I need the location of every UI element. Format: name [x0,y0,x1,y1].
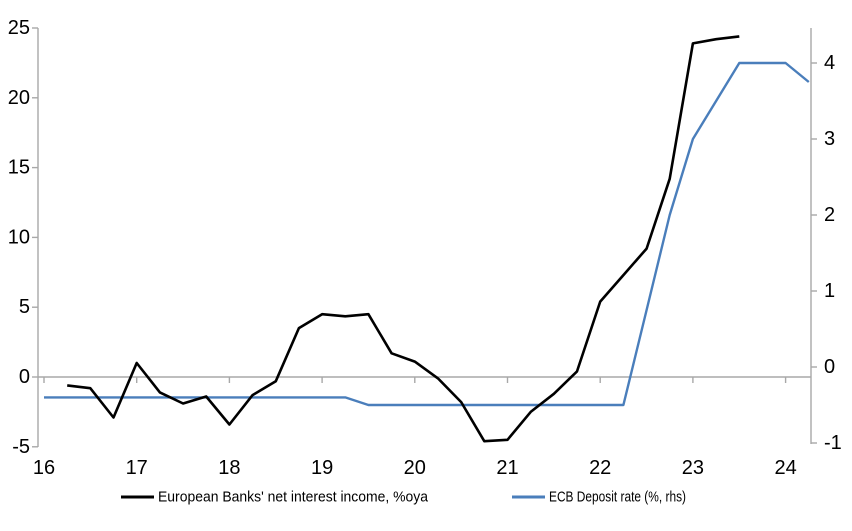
right-axis-tick-label: 2 [824,204,835,226]
legend-label-ecb-deposit-rate: ECB Deposit rate (%, rhs) [549,489,686,506]
left-axis-tick-label: 0 [19,366,30,388]
legend-item-ecb-deposit-rate: ECB Deposit rate (%, rhs) [512,489,686,506]
x-axis-tick-label: 17 [126,457,148,479]
right-axis-tick-label: 3 [824,128,835,150]
right-axis-tick-label: -1 [824,432,842,454]
x-axis-tick-label: 16 [33,457,55,479]
x-axis-tick-label: 21 [496,457,518,479]
right-axis-tick-label: 0 [824,356,835,378]
ecb-deposit-rate-line [44,61,810,407]
left-axis-tick-label: 15 [8,157,30,179]
legend-label-net-interest-income: European Banks' net interest income, %oy… [158,489,429,506]
left-axis-tick-label: 5 [19,296,30,318]
x-axis-tick-label: 22 [589,457,611,479]
legend-item-net-interest-income: European Banks' net interest income, %oy… [121,489,429,506]
legend: European Banks' net interest income, %oy… [121,489,686,506]
x-axis-tick-label: 18 [218,457,240,479]
right-axis-tick-label: 1 [824,280,835,302]
left-axis-tick-label: 10 [8,226,30,248]
left-axis-tick-label: 25 [8,17,30,39]
x-axis-tick-label: 20 [404,457,426,479]
right-axis-tick-label: 4 [824,52,835,74]
left-axis-tick-label: -5 [12,436,30,458]
x-axis-tick-label: 24 [774,457,796,479]
net-interest-income-line [67,35,740,443]
left-axis-tick-label: 20 [8,87,30,109]
x-axis-tick-label: 19 [311,457,333,479]
x-axis-tick-label: 23 [682,457,704,479]
